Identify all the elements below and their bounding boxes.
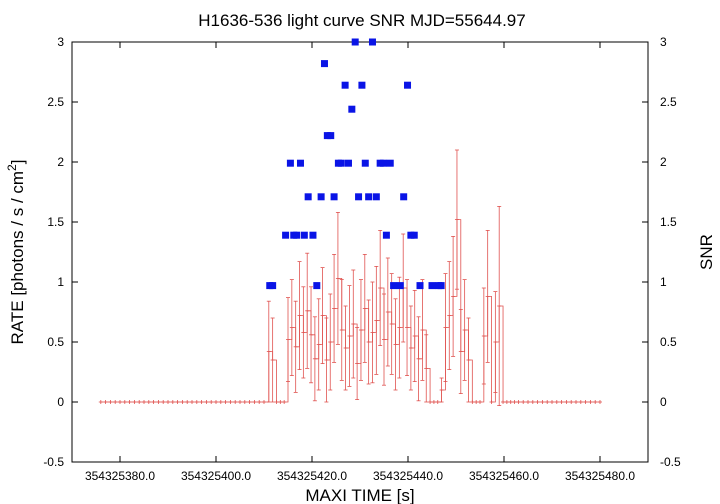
snr-point bbox=[372, 193, 380, 201]
snr-point bbox=[368, 38, 376, 46]
snr-point bbox=[396, 282, 404, 290]
plot-frame bbox=[71, 41, 649, 463]
y2-tick-label: 1.5 bbox=[660, 215, 677, 229]
snr-point bbox=[351, 38, 359, 46]
y2-axis-ticks: -0.5 0 0.5 1 1.5 2 2.5 3 bbox=[642, 35, 681, 469]
x-tick-label: 354325440.0 bbox=[373, 469, 443, 483]
snr-point bbox=[410, 231, 418, 239]
snr-point bbox=[358, 81, 366, 89]
y2-axis-label: SNR bbox=[697, 234, 716, 270]
snr-point bbox=[386, 159, 394, 167]
y-tick-label: 2 bbox=[57, 155, 64, 169]
y-axis-ticks: -0.5 0 0.5 1 1.5 2 2.5 3 bbox=[43, 35, 78, 469]
x-tick-label: 354325380.0 bbox=[85, 469, 155, 483]
snr-point bbox=[416, 282, 424, 290]
snr-point bbox=[344, 159, 352, 167]
snr-point bbox=[304, 193, 312, 201]
snr-point bbox=[286, 159, 294, 167]
y2-tick-label: 2.5 bbox=[660, 95, 677, 109]
y-axis-label-superscript: 2 bbox=[5, 164, 19, 171]
snr-point bbox=[282, 231, 290, 239]
snr-point bbox=[355, 193, 363, 201]
x-axis-ticks: 354325380.0 354325400.0 354325420.0 3543254… bbox=[85, 42, 635, 483]
x-axis-label: MAXI TIME [s] bbox=[305, 486, 414, 504]
x-tick-label: 354325400.0 bbox=[181, 469, 251, 483]
y2-tick-label: 0 bbox=[660, 395, 667, 409]
y2-tick-label: 2 bbox=[660, 155, 667, 169]
x-tick-label: 354325420.0 bbox=[277, 469, 347, 483]
chart-title: H1636-536 light curve SNR MJD=55644.97 bbox=[198, 11, 525, 30]
snr-series bbox=[266, 38, 445, 290]
y-tick-label: -0.5 bbox=[43, 455, 64, 469]
y-tick-label: 1 bbox=[57, 275, 64, 289]
y-axis-label-close: ] bbox=[8, 160, 27, 165]
snr-point bbox=[269, 282, 277, 290]
snr-point bbox=[404, 81, 412, 89]
snr-point bbox=[320, 60, 328, 68]
snr-point bbox=[300, 231, 308, 239]
snr-point bbox=[293, 231, 301, 239]
snr-point bbox=[313, 282, 321, 290]
y-axis-label: RATE [photons / s / cm2] bbox=[5, 160, 27, 345]
snr-point bbox=[361, 159, 369, 167]
snr-point bbox=[337, 159, 345, 167]
y2-tick-label: 1 bbox=[660, 275, 667, 289]
snr-point bbox=[400, 193, 408, 201]
snr-point bbox=[317, 193, 325, 201]
snr-point bbox=[428, 282, 436, 290]
snr-point bbox=[437, 282, 445, 290]
snr-point bbox=[348, 105, 356, 113]
snr-point bbox=[382, 231, 390, 239]
y2-tick-label: 0.5 bbox=[660, 335, 677, 349]
x-tick-label: 354325460.0 bbox=[469, 469, 539, 483]
snr-point bbox=[390, 282, 398, 290]
x-tick-label: 354325480.0 bbox=[565, 469, 635, 483]
y-tick-label: 3 bbox=[57, 35, 64, 49]
y2-tick-label: -0.5 bbox=[660, 455, 681, 469]
y-tick-label: 2.5 bbox=[47, 95, 64, 109]
rate-series bbox=[98, 149, 602, 407]
snr-point bbox=[327, 132, 335, 140]
y2-tick-label: 3 bbox=[660, 35, 667, 49]
y-axis-label-main: RATE [photons / s / cm bbox=[8, 171, 27, 345]
snr-point bbox=[380, 159, 388, 167]
snr-point bbox=[309, 231, 317, 239]
y-tick-label: 0 bbox=[57, 395, 64, 409]
snr-point bbox=[365, 193, 373, 201]
y-tick-label: 1.5 bbox=[47, 215, 64, 229]
snr-point bbox=[341, 81, 349, 89]
y-tick-label: 0.5 bbox=[47, 335, 64, 349]
rate-step-line bbox=[100, 219, 600, 403]
snr-point bbox=[330, 193, 338, 201]
snr-point bbox=[296, 159, 304, 167]
